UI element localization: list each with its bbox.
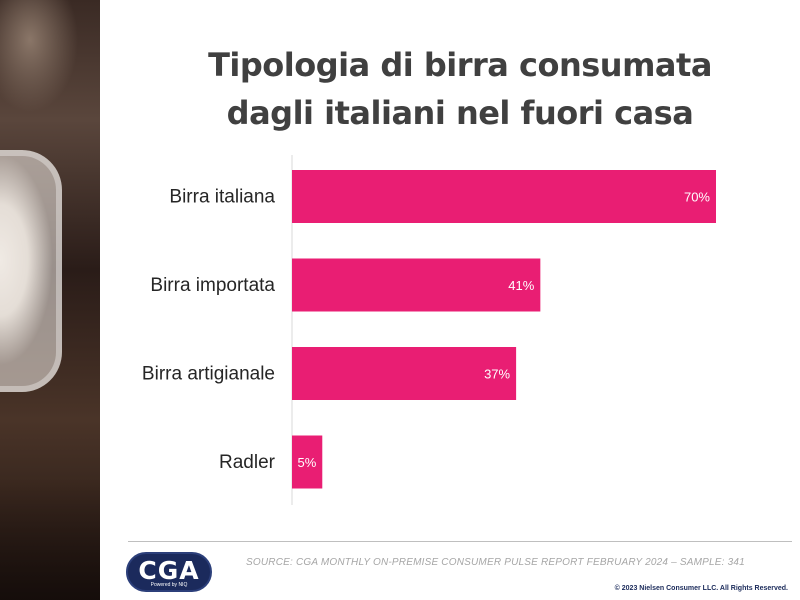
value-label-1: 41% (508, 278, 534, 293)
source-note: SOURCE: CGA MONTHLY ON-PREMISE CONSUMER … (246, 557, 745, 568)
logo-subtext: Powered by NIQ (150, 582, 188, 588)
value-label-0: 70% (684, 190, 710, 205)
bar-3 (292, 435, 323, 489)
chart-title-line1: Tipologia di birra consumata (208, 46, 712, 84)
bar-0 (292, 170, 716, 223)
bar-2 (292, 347, 517, 400)
value-label-3: 5% (297, 455, 316, 470)
category-label-1: Birra importata (150, 275, 275, 296)
category-label-3: Radler (219, 452, 276, 473)
bar-1 (292, 258, 541, 312)
cga-logo: CGA Powered by NIQ (126, 552, 212, 592)
chart-title-line2: dagli italiani nel fuori casa (226, 94, 694, 132)
glass-image (0, 150, 62, 392)
logo-text: CGA (138, 556, 200, 585)
category-label-0: Birra italiana (169, 187, 275, 208)
value-label-2: 37% (484, 367, 510, 382)
background-photo (0, 0, 100, 600)
category-label-2: Birra artigianale (142, 364, 275, 385)
photo-shadow (0, 480, 100, 600)
footer-divider (128, 541, 792, 542)
copyright-note: © 2023 Nielsen Consumer LLC. All Rights … (614, 585, 788, 592)
